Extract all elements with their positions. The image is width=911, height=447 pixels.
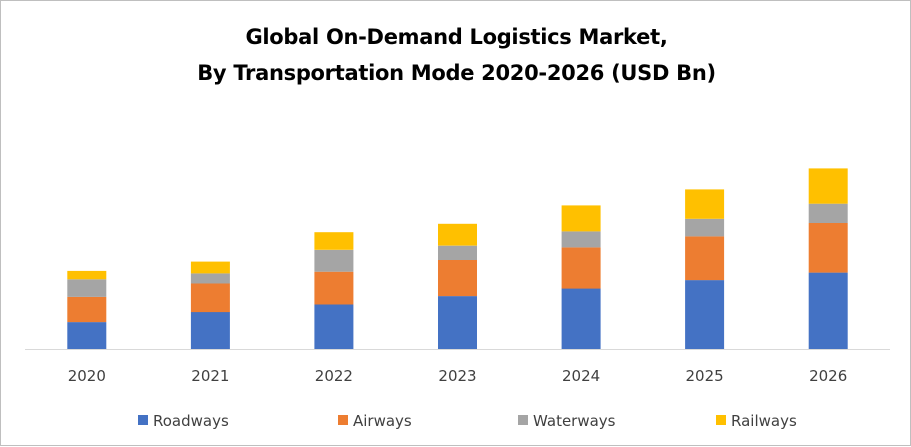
bar-waterways-2023 xyxy=(438,245,477,260)
bar-waterways-2022 xyxy=(314,249,354,272)
x-tick-label-2021: 2021 xyxy=(191,367,229,385)
x-tick-label-2020: 2020 xyxy=(68,367,106,385)
legend-swatch-roadways xyxy=(138,415,148,425)
bar-railways-2025 xyxy=(685,189,725,219)
bar-waterways-2026 xyxy=(808,203,848,223)
bar-roadways-2025 xyxy=(685,280,725,349)
bar-waterways-2020 xyxy=(67,279,107,297)
bar-roadways-2020 xyxy=(67,322,107,349)
bar-roadways-2026 xyxy=(808,272,848,349)
chart-title-line-1: Global On-Demand Logistics Market, xyxy=(245,25,668,49)
x-tick-label-2023: 2023 xyxy=(438,367,476,385)
x-tick-label-2026: 2026 xyxy=(809,367,847,385)
bar-roadways-2024 xyxy=(561,288,601,349)
legend-item-waterways: Waterways xyxy=(518,412,616,430)
legend-swatch-airways xyxy=(338,415,348,425)
legend-label-railways: Railways xyxy=(731,412,797,430)
x-tick-label-2025: 2025 xyxy=(686,367,724,385)
legend-item-roadways: Roadways xyxy=(138,412,229,430)
bar-airways-2022 xyxy=(314,271,354,305)
legend-swatch-waterways xyxy=(518,415,528,425)
bar-airways-2020 xyxy=(67,296,107,323)
bar-railways-2022 xyxy=(314,232,354,250)
bar-roadways-2021 xyxy=(190,312,230,349)
bar-railways-2021 xyxy=(190,261,230,274)
legend-label-roadways: Roadways xyxy=(153,412,229,430)
bar-airways-2021 xyxy=(190,283,230,313)
bar-railways-2020 xyxy=(67,270,107,280)
legend-label-waterways: Waterways xyxy=(533,412,616,430)
bars-group xyxy=(67,168,848,349)
bar-waterways-2024 xyxy=(561,231,601,248)
bar-railways-2026 xyxy=(808,168,848,204)
bar-roadways-2022 xyxy=(314,304,354,349)
bar-airways-2025 xyxy=(685,236,725,281)
legend: Roadways Airways Waterways Railways xyxy=(138,412,797,430)
bar-waterways-2025 xyxy=(685,218,725,237)
legend-swatch-railways xyxy=(716,415,726,425)
legend-label-airways: Airways xyxy=(353,412,412,430)
bar-airways-2026 xyxy=(808,223,848,273)
x-tick-label-2024: 2024 xyxy=(562,367,600,385)
x-tick-label-2022: 2022 xyxy=(315,367,353,385)
bar-railways-2024 xyxy=(561,205,601,232)
bar-airways-2024 xyxy=(561,247,601,289)
bar-roadways-2023 xyxy=(438,296,477,349)
bar-railways-2023 xyxy=(438,223,477,246)
legend-item-railways: Railways xyxy=(716,412,797,430)
legend-item-airways: Airways xyxy=(338,412,412,430)
chart-title-line-2: By Transportation Mode 2020-2026 (USD Bn… xyxy=(197,61,716,85)
bar-waterways-2021 xyxy=(190,273,230,284)
bar-airways-2023 xyxy=(438,260,477,297)
x-tick-labels: 2020 2021 2022 2023 2024 2025 2026 xyxy=(68,367,848,385)
